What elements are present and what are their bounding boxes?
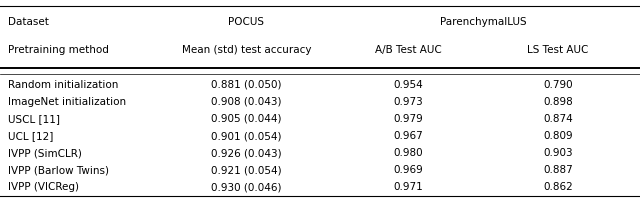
Text: POCUS: POCUS bbox=[228, 17, 264, 27]
Text: 0.881 (0.050): 0.881 (0.050) bbox=[211, 80, 282, 90]
Text: 0.901 (0.054): 0.901 (0.054) bbox=[211, 131, 282, 141]
Text: 0.921 (0.054): 0.921 (0.054) bbox=[211, 165, 282, 175]
Text: 0.898: 0.898 bbox=[543, 97, 573, 107]
Text: Pretraining method: Pretraining method bbox=[8, 45, 109, 55]
Text: 0.790: 0.790 bbox=[543, 80, 573, 90]
Text: USCL [11]: USCL [11] bbox=[8, 114, 60, 124]
Text: Random initialization: Random initialization bbox=[8, 80, 118, 90]
Text: 0.887: 0.887 bbox=[543, 165, 573, 175]
Text: 0.908 (0.043): 0.908 (0.043) bbox=[211, 97, 282, 107]
Text: 0.862: 0.862 bbox=[543, 182, 573, 192]
Text: LS Test AUC: LS Test AUC bbox=[527, 45, 589, 55]
Text: ParenchymalLUS: ParenchymalLUS bbox=[440, 17, 527, 27]
Text: 0.905 (0.044): 0.905 (0.044) bbox=[211, 114, 282, 124]
Text: IVPP (SimCLR): IVPP (SimCLR) bbox=[8, 148, 81, 158]
Text: 0.973: 0.973 bbox=[394, 97, 423, 107]
Text: 0.809: 0.809 bbox=[543, 131, 573, 141]
Text: 0.980: 0.980 bbox=[394, 148, 423, 158]
Text: A/B Test AUC: A/B Test AUC bbox=[375, 45, 442, 55]
Text: ImageNet initialization: ImageNet initialization bbox=[8, 97, 126, 107]
Text: Mean (std) test accuracy: Mean (std) test accuracy bbox=[182, 45, 311, 55]
Text: 0.874: 0.874 bbox=[543, 114, 573, 124]
Text: 0.971: 0.971 bbox=[394, 182, 423, 192]
Text: 0.967: 0.967 bbox=[394, 131, 423, 141]
Text: 0.979: 0.979 bbox=[394, 114, 423, 124]
Text: Dataset: Dataset bbox=[8, 17, 49, 27]
Text: 0.954: 0.954 bbox=[394, 80, 423, 90]
Text: 0.903: 0.903 bbox=[543, 148, 573, 158]
Text: IVPP (Barlow Twins): IVPP (Barlow Twins) bbox=[8, 165, 109, 175]
Text: 0.930 (0.046): 0.930 (0.046) bbox=[211, 182, 282, 192]
Text: UCL [12]: UCL [12] bbox=[8, 131, 53, 141]
Text: 0.969: 0.969 bbox=[394, 165, 423, 175]
Text: IVPP (VICReg): IVPP (VICReg) bbox=[8, 182, 79, 192]
Text: 0.926 (0.043): 0.926 (0.043) bbox=[211, 148, 282, 158]
